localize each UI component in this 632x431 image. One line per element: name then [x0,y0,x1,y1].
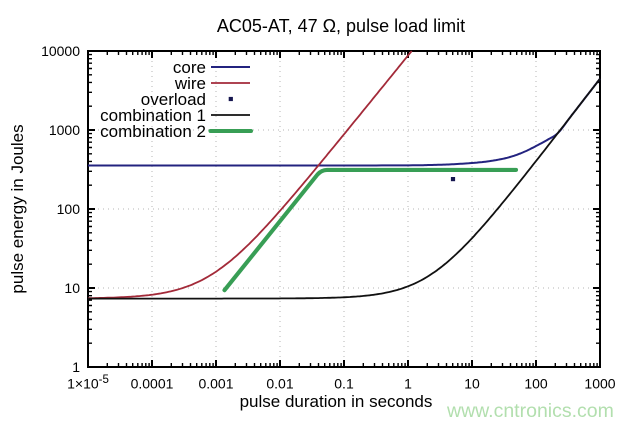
svg-text:1000: 1000 [49,122,80,138]
svg-text:0.0001: 0.0001 [131,376,174,392]
svg-text:10: 10 [464,376,480,392]
svg-text:100: 100 [57,201,81,217]
svg-text:www.cntronics.com: www.cntronics.com [446,400,614,422]
svg-text:core: core [173,58,206,77]
svg-text:0.001: 0.001 [198,376,233,392]
svg-text:1: 1 [72,359,80,375]
svg-text:0.1: 0.1 [334,376,354,392]
svg-text:10000: 10000 [41,43,80,59]
svg-text:0.01: 0.01 [266,376,293,392]
svg-text:pulse duration in seconds: pulse duration in seconds [240,392,433,411]
svg-text:AC05-AT, 47 Ω, pulse load limi: AC05-AT, 47 Ω, pulse load limit [217,16,465,36]
svg-text:100: 100 [524,376,548,392]
svg-text:1: 1 [404,376,412,392]
svg-text:combination 1: combination 1 [100,106,206,125]
svg-text:overload: overload [141,90,206,109]
svg-text:1000: 1000 [584,376,615,392]
svg-text:pulse energy in Joules: pulse energy in Joules [8,124,27,293]
svg-text:10: 10 [64,280,80,296]
svg-text:wire: wire [174,74,206,93]
svg-text:combination 2: combination 2 [100,122,206,141]
svg-text:1×10-5: 1×10-5 [67,374,109,392]
